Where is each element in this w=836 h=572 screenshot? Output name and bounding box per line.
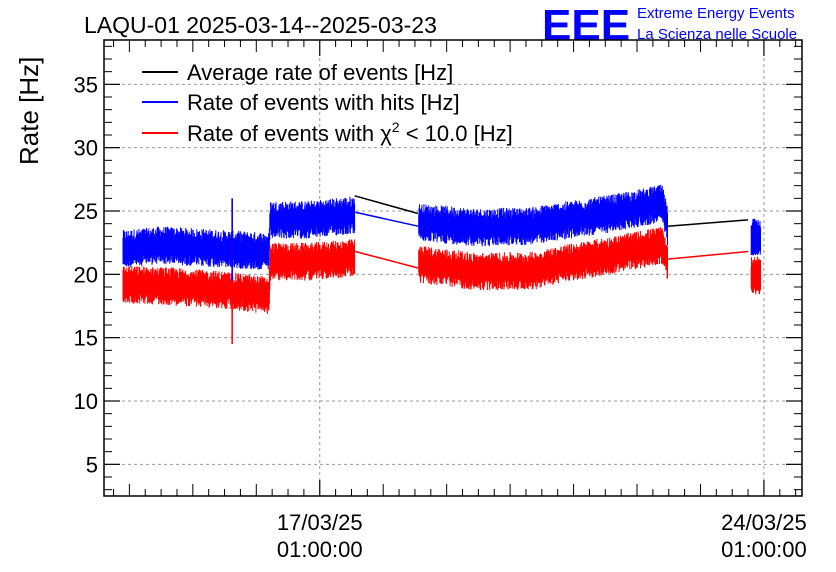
legend: Average rate of events [Hz] Rate of even… <box>142 60 513 146</box>
series-noise-band <box>418 184 668 247</box>
series-segment <box>355 211 419 227</box>
y-tick-label: 20 <box>74 262 98 287</box>
legend-chi2-symbol: χ <box>380 121 392 146</box>
data-layer <box>122 184 761 344</box>
y-tick-label: 5 <box>86 452 98 477</box>
legend-chi2-prefix: Rate of events with <box>187 121 380 146</box>
y-tick-label: 35 <box>74 72 98 97</box>
series-2 <box>122 226 761 314</box>
y-axis-title: Rate [Hz] <box>14 57 44 165</box>
series-noise-band <box>750 256 761 295</box>
series-noise-band <box>122 196 356 270</box>
series-noise-band <box>750 218 761 256</box>
y-tick-label: 25 <box>74 199 98 224</box>
series-1 <box>122 184 761 270</box>
legend-chi2-suffix: < 10.0 [Hz] <box>400 121 513 146</box>
series-0 <box>354 195 749 227</box>
logo-line-2: La Scienza nelle Scuole <box>637 26 797 43</box>
series-segment <box>354 195 419 215</box>
x-tick-label-time: 01:00:00 <box>721 537 807 562</box>
logo-line-1: Extreme Energy Events <box>637 5 795 22</box>
series-noise-band <box>418 226 668 291</box>
series-noise-band <box>122 239 356 314</box>
logo-mark: EEE <box>542 1 630 50</box>
series-segment <box>355 250 419 269</box>
legend-chi2-superscript: 2 <box>392 119 400 135</box>
series-segment <box>667 219 749 227</box>
legend-label-chi2: Rate of events with χ2 < 10.0 [Hz] <box>187 119 513 146</box>
legend-label-hits: Rate of events with hits [Hz] <box>187 90 460 115</box>
x-tick-label-date: 17/03/25 <box>277 510 363 535</box>
x-tick-label-date: 24/03/25 <box>721 510 807 535</box>
chart-title: LAQU-01 2025-03-14--2025-03-23 <box>84 12 437 38</box>
x-tick-label-time: 01:00:00 <box>277 537 363 562</box>
y-tick-label: 10 <box>74 389 98 414</box>
eee-logo: EEE Extreme Energy Events La Scienza nel… <box>542 1 797 50</box>
legend-label-average: Average rate of events [Hz] <box>187 60 453 85</box>
y-tick-label: 30 <box>74 136 98 161</box>
y-tick-label: 15 <box>74 326 98 351</box>
series-segment <box>667 250 749 260</box>
axis-layer: 510152025303517/03/2501:00:0024/03/2501:… <box>74 40 807 562</box>
plot-frame <box>103 39 803 497</box>
